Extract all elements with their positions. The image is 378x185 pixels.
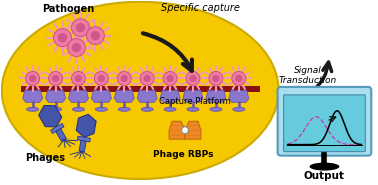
Circle shape xyxy=(26,71,40,85)
Ellipse shape xyxy=(27,107,39,111)
Circle shape xyxy=(71,19,90,37)
Ellipse shape xyxy=(73,107,84,111)
Ellipse shape xyxy=(118,107,130,111)
Circle shape xyxy=(121,75,128,82)
Circle shape xyxy=(94,71,108,85)
Polygon shape xyxy=(77,136,90,142)
Polygon shape xyxy=(169,121,185,139)
Ellipse shape xyxy=(233,107,245,111)
Circle shape xyxy=(75,75,82,82)
Ellipse shape xyxy=(50,107,62,111)
Text: Pathogen: Pathogen xyxy=(42,4,94,14)
Polygon shape xyxy=(46,90,65,102)
Polygon shape xyxy=(91,90,111,102)
Polygon shape xyxy=(79,140,86,152)
Text: Phages: Phages xyxy=(26,153,66,163)
Polygon shape xyxy=(137,90,157,102)
Circle shape xyxy=(68,39,85,57)
Circle shape xyxy=(189,75,197,82)
Polygon shape xyxy=(56,129,67,141)
Text: Specific capture: Specific capture xyxy=(161,3,239,13)
Circle shape xyxy=(54,29,71,47)
Circle shape xyxy=(29,75,36,82)
Circle shape xyxy=(186,71,200,85)
Ellipse shape xyxy=(210,107,222,111)
Polygon shape xyxy=(39,105,62,127)
Ellipse shape xyxy=(310,163,339,171)
Bar xyxy=(21,86,260,92)
Text: Phage RBPs: Phage RBPs xyxy=(153,150,213,159)
Polygon shape xyxy=(68,90,88,102)
Circle shape xyxy=(58,33,67,42)
Circle shape xyxy=(87,27,104,45)
FancyBboxPatch shape xyxy=(277,87,371,156)
Ellipse shape xyxy=(95,107,107,111)
Polygon shape xyxy=(76,114,96,137)
Circle shape xyxy=(235,75,242,82)
Polygon shape xyxy=(51,124,64,133)
Circle shape xyxy=(181,127,189,134)
Polygon shape xyxy=(183,90,203,102)
Polygon shape xyxy=(185,121,201,139)
Text: Signal
Transduction: Signal Transduction xyxy=(278,66,337,85)
Ellipse shape xyxy=(2,2,279,179)
FancyBboxPatch shape xyxy=(284,95,365,152)
Circle shape xyxy=(209,71,223,85)
Polygon shape xyxy=(206,90,226,102)
Text: Capture Platform: Capture Platform xyxy=(159,97,231,106)
Ellipse shape xyxy=(164,107,176,111)
Circle shape xyxy=(144,75,151,82)
Polygon shape xyxy=(23,90,43,102)
Circle shape xyxy=(140,71,154,85)
Circle shape xyxy=(166,75,174,82)
Circle shape xyxy=(212,75,220,82)
Ellipse shape xyxy=(141,107,153,111)
Circle shape xyxy=(91,31,100,40)
Circle shape xyxy=(98,75,105,82)
Ellipse shape xyxy=(187,107,199,111)
Circle shape xyxy=(76,23,85,32)
Circle shape xyxy=(49,71,62,85)
Polygon shape xyxy=(114,90,134,102)
Polygon shape xyxy=(229,90,249,102)
Circle shape xyxy=(71,71,85,85)
Circle shape xyxy=(52,75,59,82)
Text: Output: Output xyxy=(304,171,345,181)
Circle shape xyxy=(117,71,131,85)
Circle shape xyxy=(163,71,177,85)
Circle shape xyxy=(232,71,246,85)
Circle shape xyxy=(72,43,81,52)
Polygon shape xyxy=(160,90,180,102)
